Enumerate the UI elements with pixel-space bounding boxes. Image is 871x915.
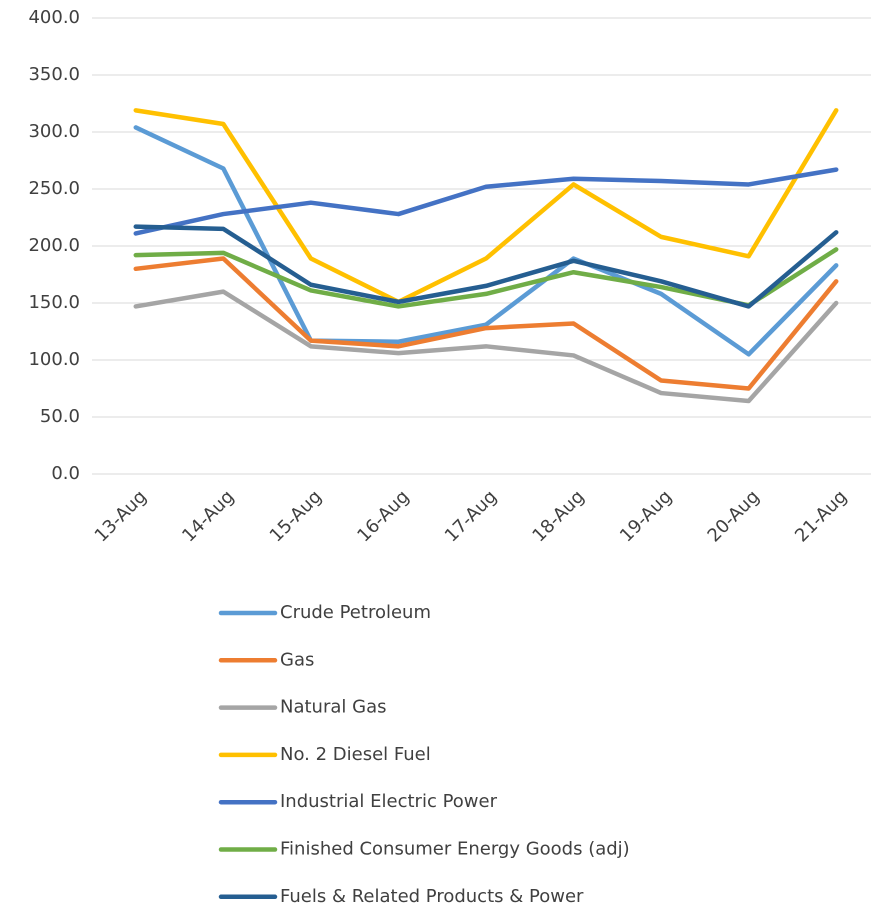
y-tick-label: 150.0 — [28, 292, 80, 313]
legend-label: Crude Petroleum — [280, 602, 431, 623]
series-line — [133, 125, 839, 357]
legend-label: Gas — [280, 649, 314, 670]
x-tick-label: 21-Aug — [791, 486, 851, 546]
y-tick-label: 0.0 — [51, 463, 80, 484]
x-tick-label: 16-Aug — [353, 486, 413, 546]
y-tick-label: 300.0 — [28, 121, 80, 142]
series-line — [133, 224, 839, 309]
x-tick-label: 18-Aug — [528, 486, 588, 546]
series-line — [133, 108, 839, 305]
series-line — [133, 256, 839, 391]
x-tick-label: 15-Aug — [266, 486, 326, 546]
y-tick-label: 350.0 — [28, 64, 80, 85]
legend-label: No. 2 Diesel Fuel — [280, 744, 431, 765]
legend-label: Fuels & Related Products & Power — [280, 886, 584, 907]
x-tick-label: 14-Aug — [178, 486, 238, 546]
y-tick-label: 250.0 — [28, 178, 80, 199]
x-tick-label: 19-Aug — [616, 486, 676, 546]
y-tick-label: 100.0 — [28, 349, 80, 370]
series-line — [133, 167, 839, 236]
x-tick-label: 13-Aug — [91, 486, 151, 546]
x-tick-label: 20-Aug — [704, 486, 764, 546]
series-line — [133, 289, 839, 404]
legend-label: Finished Consumer Energy Goods (adj) — [280, 839, 630, 860]
y-tick-label: 50.0 — [40, 406, 80, 427]
y-tick-label: 200.0 — [28, 235, 80, 256]
y-tick-label: 400.0 — [28, 7, 80, 28]
x-tick-label: 17-Aug — [441, 486, 501, 546]
legend-label: Industrial Electric Power — [280, 791, 498, 812]
legend-label: Natural Gas — [280, 697, 386, 718]
